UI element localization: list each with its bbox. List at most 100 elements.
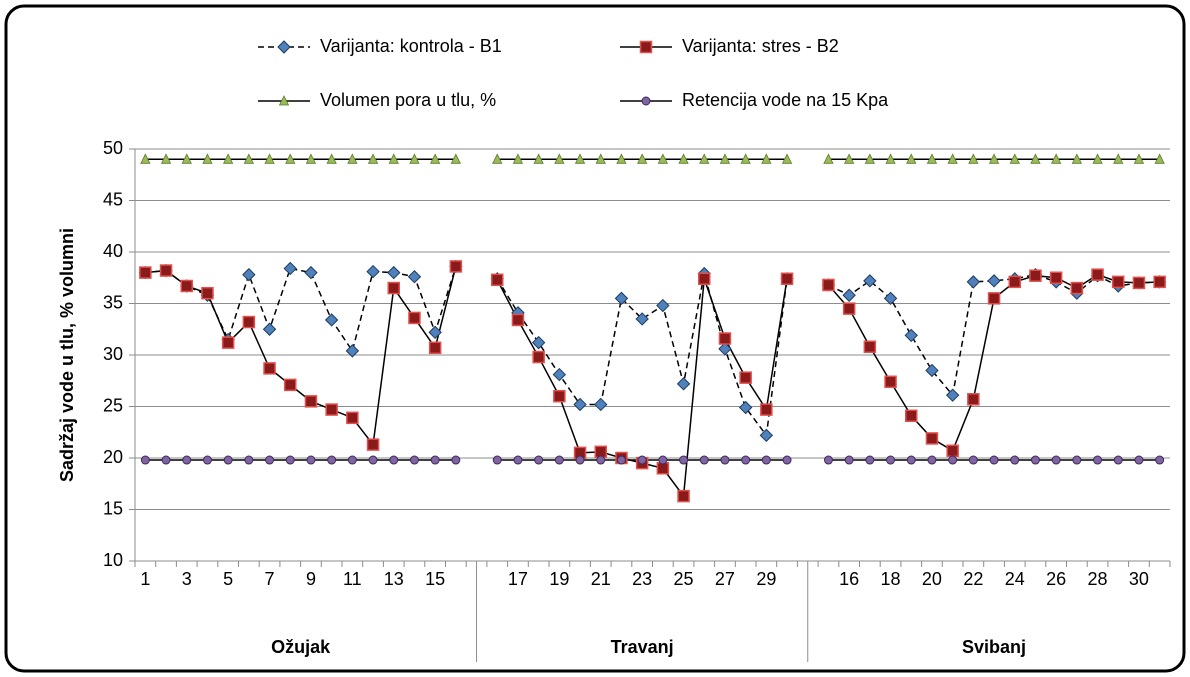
data-point: [966, 275, 981, 289]
data-point: [368, 455, 378, 465]
data-point: [326, 153, 337, 164]
data-point: [925, 432, 939, 445]
data-point: [512, 153, 524, 164]
data-point: [1010, 455, 1020, 465]
data-point: [553, 389, 566, 403]
data-point: [242, 315, 256, 329]
data-point: [181, 153, 192, 164]
data-point: [1113, 455, 1123, 465]
y-tick-label: 50: [103, 138, 123, 158]
data-point: [1132, 276, 1146, 290]
y-tick-label: 30: [103, 344, 123, 364]
data-point: [409, 153, 420, 164]
x-tick-label: 28: [1088, 569, 1108, 589]
data-point: [863, 274, 877, 288]
data-point: [678, 153, 689, 164]
data-point: [656, 298, 670, 313]
data-point: [140, 455, 150, 465]
x-tick-label: 20: [922, 569, 942, 589]
y-tick-label: 25: [103, 395, 123, 415]
legend-marker: [278, 95, 290, 106]
legend-marker: [639, 40, 653, 54]
data-point: [1092, 153, 1103, 164]
data-point: [346, 411, 359, 425]
data-point: [285, 153, 296, 164]
x-tick-label: 21: [591, 569, 611, 589]
data-point: [531, 335, 546, 350]
data-point: [574, 153, 586, 164]
data-point: [741, 455, 751, 465]
legend-marker: [277, 40, 291, 54]
data-point: [1154, 153, 1165, 164]
data-point: [387, 281, 400, 295]
data-point: [305, 153, 317, 164]
data-point: [366, 438, 380, 451]
data-point: [513, 455, 523, 465]
data-point: [884, 375, 897, 389]
group-label: Svibanj: [962, 637, 1026, 657]
data-point: [988, 153, 1000, 164]
data-point: [324, 313, 339, 327]
data-point: [575, 455, 585, 465]
x-tick-label: 3: [182, 569, 192, 589]
data-point: [1070, 281, 1084, 295]
data-point: [367, 153, 379, 164]
data-point: [657, 153, 668, 164]
data-point: [906, 455, 916, 465]
data-point: [140, 153, 151, 164]
data-point: [284, 378, 297, 392]
data-point: [1009, 153, 1020, 164]
series-line: [145, 266, 1160, 438]
data-point: [202, 455, 212, 465]
data-point: [679, 455, 689, 465]
x-tick-label: 5: [223, 569, 233, 589]
data-point: [1029, 269, 1042, 282]
data-point: [389, 455, 399, 465]
data-point: [265, 455, 275, 465]
data-point: [720, 455, 730, 465]
x-tick-label: 23: [632, 569, 652, 589]
data-point: [552, 367, 567, 382]
data-point: [595, 153, 606, 164]
data-point: [1051, 153, 1062, 164]
data-point: [283, 261, 297, 276]
data-point: [159, 264, 173, 277]
legend-label: Volumen pora u tlu, %: [320, 90, 496, 110]
data-point: [616, 455, 626, 465]
data-point: [1134, 455, 1144, 465]
data-point: [699, 153, 710, 164]
data-point: [1071, 153, 1082, 164]
legend-label: Retencija vode na 15 Kpa: [682, 90, 889, 110]
x-tick-label: 13: [384, 569, 404, 589]
data-point: [945, 388, 960, 402]
data-point: [492, 153, 503, 164]
data-point: [987, 274, 1001, 288]
data-point: [1030, 153, 1041, 164]
legend-label: Varijanta: stres - B2: [682, 36, 839, 56]
data-point: [492, 455, 502, 465]
data-point: [842, 302, 856, 315]
data-point: [306, 455, 316, 465]
data-point: [1155, 455, 1165, 465]
data-point: [1153, 275, 1166, 289]
data-point: [304, 395, 318, 408]
y-tick-label: 35: [103, 292, 123, 312]
x-tick-label: 15: [425, 569, 445, 589]
data-point: [1093, 455, 1103, 465]
data-point: [1049, 271, 1063, 284]
x-tick-label: 26: [1046, 569, 1066, 589]
data-point: [451, 455, 461, 465]
data-point: [906, 153, 917, 164]
data-point: [1113, 153, 1124, 164]
data-point: [948, 455, 958, 465]
data-point: [740, 153, 751, 164]
data-point: [1030, 455, 1040, 465]
data-point: [409, 455, 419, 465]
group-label: Travanj: [611, 637, 674, 657]
data-point: [761, 455, 771, 465]
y-tick-label: 10: [103, 550, 123, 570]
data-point: [347, 153, 358, 164]
data-point: [781, 153, 793, 164]
x-tick-label: 11: [343, 569, 362, 589]
x-tick-label: 16: [839, 569, 859, 589]
